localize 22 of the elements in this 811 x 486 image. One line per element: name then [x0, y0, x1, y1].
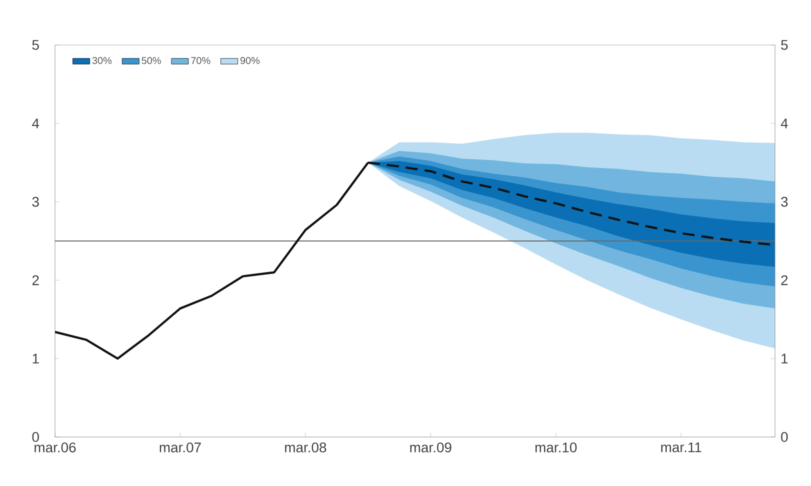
- x-tick-label: mar.06: [34, 442, 76, 452]
- y-tick-label: 4: [32, 118, 40, 128]
- legend-label: 50%: [142, 57, 161, 64]
- y-tick-label: 2: [32, 275, 39, 286]
- y2-tick-label: 4: [780, 118, 788, 128]
- x-tick-label: mar.10: [535, 442, 577, 452]
- y-tick-label: 5: [32, 40, 39, 50]
- x-tick-label: mar.11: [661, 442, 702, 452]
- y-tick-label: 3: [32, 196, 39, 207]
- y2-tick-label: 1: [782, 354, 788, 364]
- x-tick-label: mar.07: [160, 442, 201, 452]
- y2-tick-label: 5: [781, 40, 788, 50]
- legend-label: 70%: [191, 57, 210, 64]
- legend-label: 90%: [240, 57, 260, 64]
- y2-tick-label: 2: [781, 275, 788, 286]
- y-tick-label: 1: [32, 354, 39, 364]
- legend-label: 30%: [92, 57, 112, 64]
- y-tick-label: 0: [32, 432, 39, 442]
- x-tick-label: mar.09: [410, 442, 452, 452]
- y2-tick-label: 0: [781, 432, 788, 442]
- x-tick-label: mar.08: [285, 442, 326, 452]
- y2-tick-label: 3: [781, 196, 788, 207]
